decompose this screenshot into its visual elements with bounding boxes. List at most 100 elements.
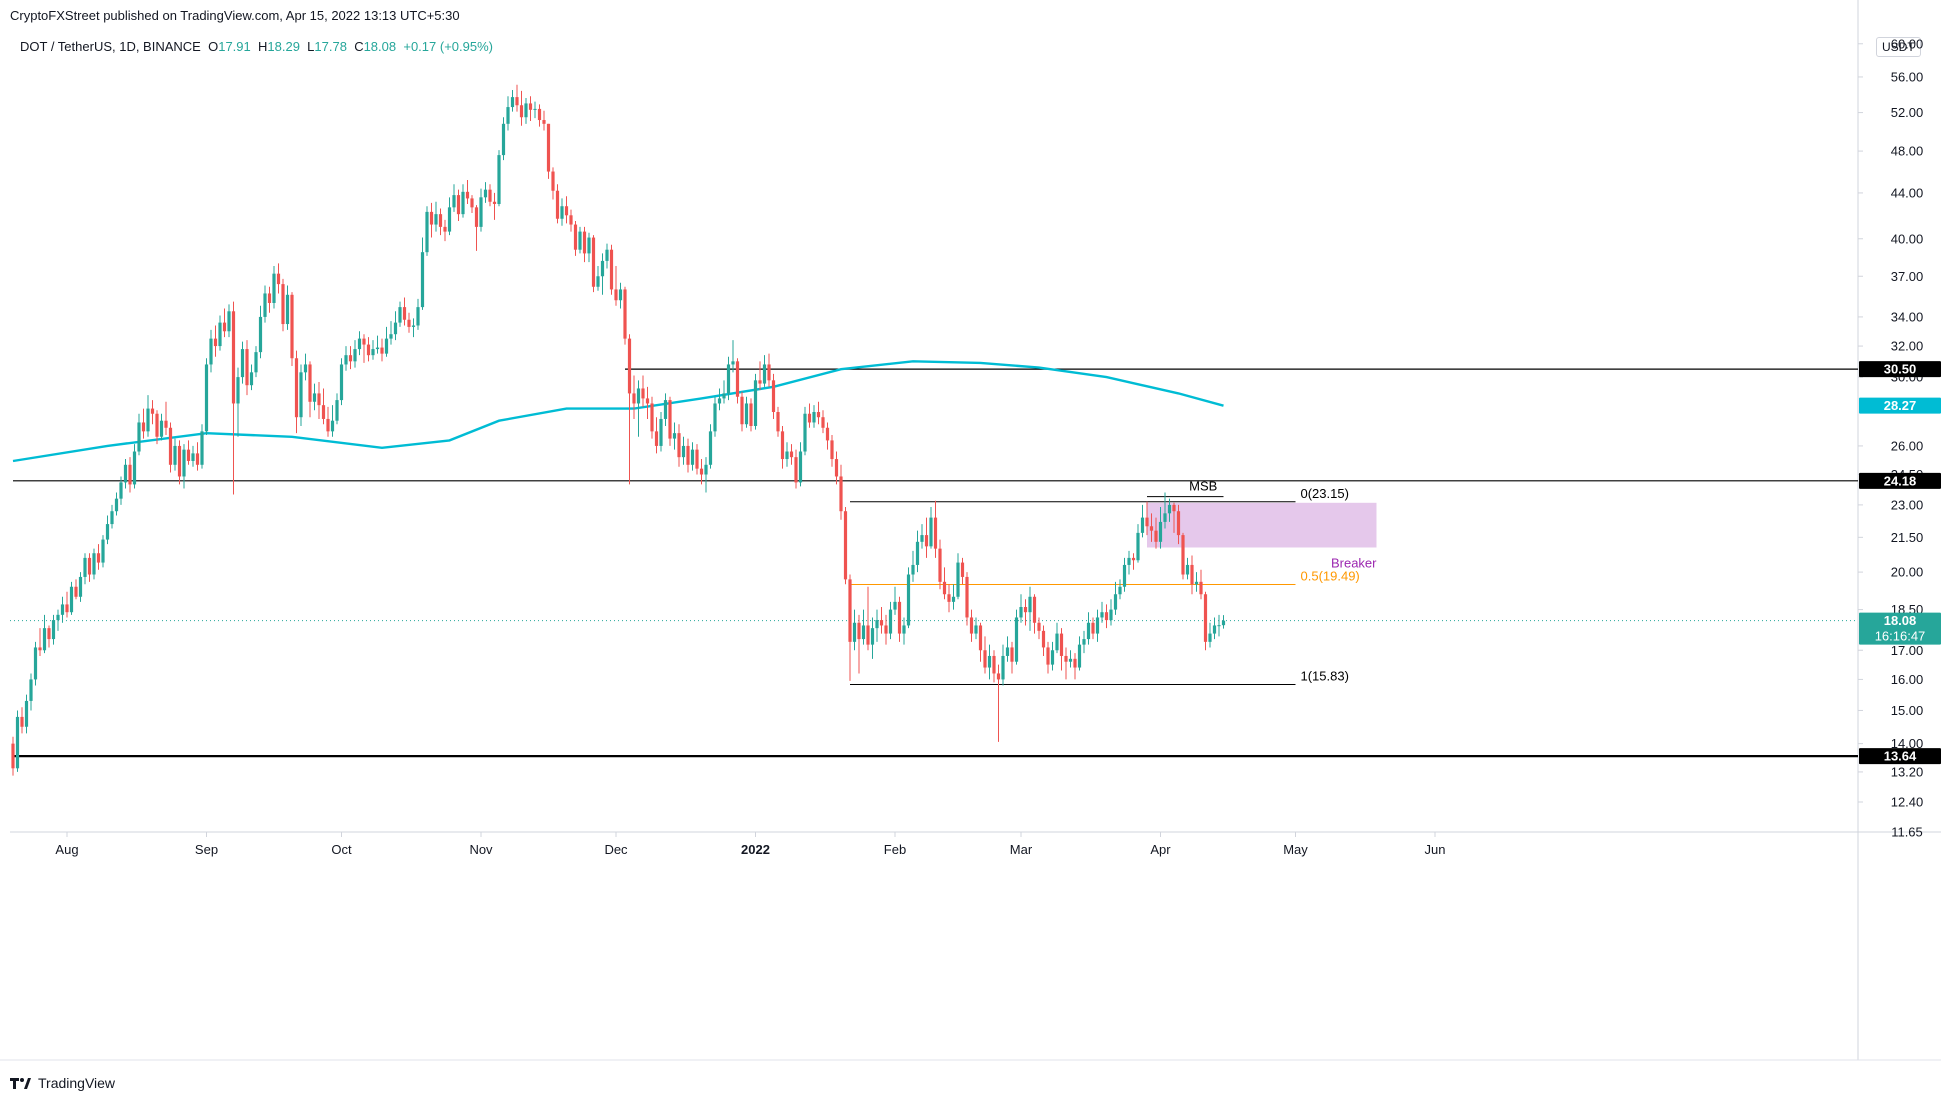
candle-body [951,596,956,602]
candle-body [627,338,632,394]
candle-body [87,557,92,575]
candle-body [483,189,488,198]
candle-body [1176,511,1181,536]
candle-body [1158,521,1163,542]
candle-body [443,226,447,232]
candle-body [564,206,569,216]
candle-body [524,103,528,118]
candle-body [537,108,542,121]
ohlc-close-label: C [354,39,364,54]
candle-body [1010,647,1014,662]
candle-body [654,431,659,446]
candle-body [209,338,213,365]
price-tick-label: 14.00 [1891,736,1924,751]
candle-body [447,207,452,232]
price-axis-countdown: 16:16:47 [1875,629,1926,644]
candle-body [506,107,510,124]
candle-body [222,322,227,332]
candle-body [717,398,722,404]
price-axis-label: 28.27 [1884,398,1917,413]
candle-body [105,524,110,540]
currency-badge[interactable]: USDT [1876,37,1921,57]
candle-body [965,576,969,618]
candle-body [303,364,308,373]
candle-body [461,191,465,215]
candle-body [767,364,771,381]
candle-body [780,431,785,460]
price-tick-label: 15.00 [1891,703,1924,718]
candle-body [978,625,983,651]
candle-body [42,628,47,651]
candle-body [1149,526,1154,531]
candle-body [857,622,861,640]
candle-body [852,622,857,642]
candle-body [573,224,578,250]
candle-body [15,716,20,769]
price-tick-label: 48.00 [1891,144,1924,159]
candle-body [290,294,294,359]
candle-body [312,393,317,402]
candle-body [641,388,645,399]
candle-body [1190,564,1194,585]
ohlc-high-value: 18.29 [267,39,300,54]
candle-body [479,197,483,227]
candle-body [114,498,119,512]
candle-body [213,338,218,347]
candle-body [1100,612,1104,618]
candle-body [137,422,141,452]
publisher-line: CryptoFXStreet published on TradingView.… [10,8,460,23]
candle-body [686,445,690,465]
candle-body [330,420,335,432]
candle-body [1028,596,1032,613]
candle-body [69,586,74,613]
time-tick-label: Aug [55,842,78,857]
candle-body [452,195,456,208]
candle-body [1208,633,1212,642]
candle-body [1014,617,1019,662]
candle-body [384,338,389,354]
candle-body [947,594,951,602]
candle-body [690,449,695,465]
candle-body [177,445,182,477]
candle-body [38,647,42,651]
fib-level-label: 1(15.83) [1301,669,1349,684]
candle-body [740,396,744,425]
candle-body [609,249,614,290]
candle-body [281,284,285,325]
candle-body [555,190,560,219]
candle-body [497,155,501,204]
candle-body [969,617,974,634]
candle-body [1185,564,1190,575]
candle-body [362,338,366,345]
symbol-name: DOT / TetherUS, 1D, BINANCE [20,39,201,54]
candle-body [762,364,767,384]
candle-body [357,338,362,350]
time-tick-label: 2022 [741,842,770,857]
candle-body [753,380,758,427]
candle-body [101,539,105,563]
candle-body [1032,596,1037,623]
candle-body [254,352,258,373]
candle-body [11,743,15,769]
tradingview-brand-text: TradingView [38,1075,116,1091]
candle-body [1019,607,1023,618]
candle-body [389,334,393,339]
candle-body [920,535,924,542]
candle-body [1131,557,1136,561]
candle-body [276,273,281,285]
candle-body [744,403,749,425]
candle-body [294,358,299,418]
tradingview-brand[interactable]: TradingView [10,1075,115,1091]
tradingview-logo-icon [10,1078,31,1089]
candle-body [578,231,582,250]
candle-body [245,349,249,386]
price-tick-label: 20.00 [1891,565,1924,580]
candle-body [1073,658,1077,668]
candle-body [420,252,425,308]
candle-body [834,459,839,477]
price-change: +0.17 (+0.95%) [403,39,493,54]
price-tick-label: 11.65 [1891,825,1923,840]
candle-body [492,201,497,204]
candle-body [861,625,866,640]
